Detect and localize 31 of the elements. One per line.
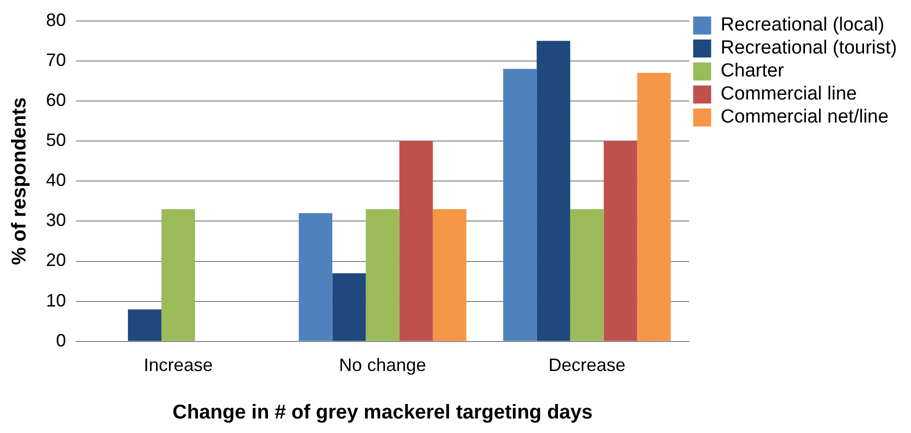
y-tick-label: 0 — [56, 330, 66, 350]
y-tick-label: 30 — [46, 210, 66, 230]
y-tick-label: 40 — [46, 170, 66, 190]
bar — [570, 209, 604, 341]
bar — [503, 68, 537, 341]
legend-label: Commercial line — [720, 84, 857, 105]
bar — [399, 141, 433, 341]
legend-label: Recreational (tourist) — [720, 38, 897, 59]
bar — [432, 209, 466, 341]
legend-label: Recreational (local) — [720, 14, 884, 36]
y-tick-label: 50 — [46, 130, 66, 150]
y-tick-label: 60 — [46, 90, 66, 110]
y-tick-label: 10 — [46, 290, 66, 310]
x-tick-label: Increase — [144, 355, 213, 376]
legend-label: Commercial net/line — [720, 106, 889, 128]
y-tick-label: 80 — [46, 10, 66, 30]
y-axis-title: % of respondents — [8, 97, 31, 265]
bar — [332, 273, 366, 341]
x-tick-label: Decrease — [548, 355, 626, 376]
bar — [366, 209, 400, 341]
bar — [298, 213, 332, 341]
bar — [536, 40, 570, 341]
bar — [604, 141, 638, 341]
legend-label: Charter — [720, 60, 785, 82]
x-axis-title: Change in # of grey mackerel targeting days — [172, 402, 593, 424]
y-tick-label: 20 — [46, 250, 66, 270]
y-tick-label: 70 — [46, 50, 66, 70]
bar — [161, 209, 195, 341]
bar — [637, 72, 671, 341]
x-tick-label: No change — [339, 355, 426, 376]
bar — [128, 309, 162, 341]
